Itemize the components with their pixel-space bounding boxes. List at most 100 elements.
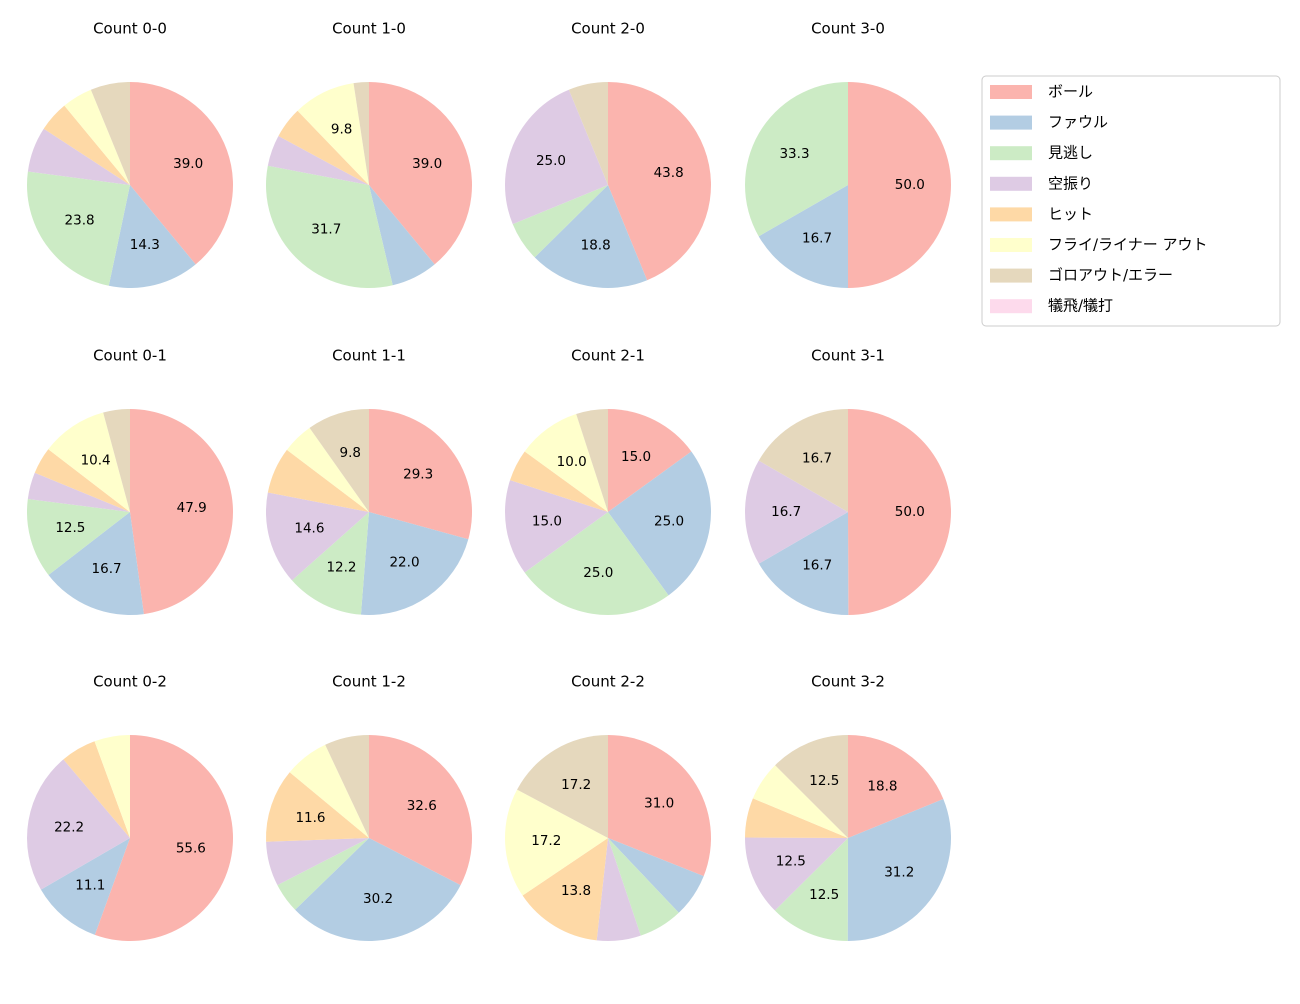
data-label: 29.3	[403, 467, 433, 483]
data-label: 22.0	[389, 555, 419, 571]
legend-label: ヒット	[1048, 205, 1093, 223]
data-label: 18.8	[581, 238, 611, 254]
data-label: 17.2	[531, 833, 561, 849]
pie-slice	[108, 185, 196, 288]
legend-label: フライ/ライナー アウト	[1048, 236, 1208, 254]
pie-slice	[744, 460, 848, 564]
pie-slice	[608, 838, 679, 936]
legend-swatch	[990, 146, 1032, 161]
pie-slice	[758, 512, 849, 615]
data-label: 15.0	[532, 514, 562, 530]
chart-title: Count 0-0	[93, 20, 167, 38]
pie-slice	[34, 449, 130, 512]
pie-slice	[576, 409, 608, 512]
chart-title: Count 1-1	[332, 347, 406, 365]
pie-slice	[608, 451, 711, 596]
data-label: 16.7	[802, 450, 832, 466]
data-label: 22.2	[54, 819, 84, 835]
pie-slice	[292, 512, 369, 615]
pie-slice	[745, 837, 848, 911]
pie-slice	[775, 735, 848, 838]
pie-slice	[848, 82, 951, 288]
pie-slice	[510, 451, 608, 512]
data-label: 33.3	[779, 146, 809, 162]
legend-label: ファウル	[1048, 113, 1108, 131]
pie-slice	[40, 838, 130, 935]
chart-title: Count 0-1	[93, 347, 167, 365]
data-label: 30.2	[363, 891, 393, 907]
pie-slice	[353, 82, 369, 185]
data-label: 43.8	[654, 165, 684, 181]
pie-slice	[266, 838, 369, 886]
pie-slice	[64, 89, 130, 185]
pie-slice	[608, 409, 692, 512]
pie-slice	[774, 838, 848, 941]
legend-box	[981, 75, 1281, 327]
data-label: 15.0	[621, 449, 651, 465]
pie-slice	[27, 498, 131, 575]
pie-slice	[103, 409, 130, 512]
data-label: 50.0	[895, 504, 925, 520]
pie-slice	[369, 82, 472, 265]
legend-label: ゴロアウト/エラー	[1048, 266, 1173, 284]
chart-title: Count 0-2	[93, 673, 167, 691]
legend-label: ボール	[1048, 83, 1093, 101]
pie-slice	[758, 409, 848, 512]
pie-slice	[27, 128, 131, 185]
chart-title: Count 3-0	[811, 20, 885, 38]
pie-slice	[522, 838, 608, 941]
pie-slice	[608, 838, 704, 913]
pie-slice	[847, 798, 952, 941]
data-label: 11.6	[295, 810, 325, 826]
legend-label: 犠飛/犠打	[1048, 297, 1113, 315]
data-label: 12.2	[326, 559, 356, 575]
pie-slice	[524, 512, 669, 615]
chart-title: Count 1-0	[332, 20, 406, 38]
legend-label: 見逃し	[1048, 144, 1093, 162]
data-label: 25.0	[583, 565, 613, 581]
chart-title: Count 2-1	[571, 347, 645, 365]
pie-slice	[369, 185, 435, 286]
data-label: 25.0	[654, 514, 684, 530]
pie-slice	[596, 838, 641, 941]
pie-slice	[278, 110, 369, 185]
data-label: 16.7	[802, 230, 832, 246]
pie-slice	[26, 759, 131, 890]
pie-slice	[517, 735, 608, 838]
data-label: 12.5	[809, 887, 839, 903]
data-label: 14.6	[294, 520, 324, 536]
pie-slice	[63, 741, 130, 838]
pie-slice	[94, 735, 233, 941]
legend-swatch	[990, 299, 1032, 314]
chart-title: Count 2-0	[571, 20, 645, 38]
data-label: 47.9	[177, 500, 207, 516]
data-label: 39.0	[173, 156, 203, 172]
pie-slice	[848, 409, 952, 615]
pie-slice	[360, 512, 469, 615]
pie-slice	[267, 135, 369, 185]
legend-label: 空振り	[1048, 174, 1093, 192]
pie-slice	[608, 82, 711, 281]
pie-slice	[295, 838, 461, 942]
pie-slice	[48, 412, 130, 512]
data-label: 39.0	[412, 156, 442, 172]
chart-title: Count 1-2	[332, 673, 406, 691]
pie-slice	[130, 82, 233, 265]
pie-slice	[534, 185, 648, 288]
data-label: 11.1	[75, 877, 105, 893]
pie-slice	[297, 83, 369, 185]
legend-swatch	[990, 176, 1032, 191]
pie-slice	[130, 409, 234, 615]
pie-slice	[325, 735, 369, 838]
chart-title: Count 2-2	[571, 673, 645, 691]
chart-title: Count 3-2	[811, 673, 885, 691]
pie-slice	[745, 798, 848, 838]
data-label: 31.0	[644, 795, 674, 811]
pie-slice	[90, 82, 130, 185]
data-label: 9.8	[331, 122, 352, 138]
pie-slice	[505, 789, 608, 896]
chart-title: Count 3-1	[811, 347, 885, 365]
legend-swatch	[990, 115, 1032, 130]
pie-slice	[27, 171, 131, 286]
